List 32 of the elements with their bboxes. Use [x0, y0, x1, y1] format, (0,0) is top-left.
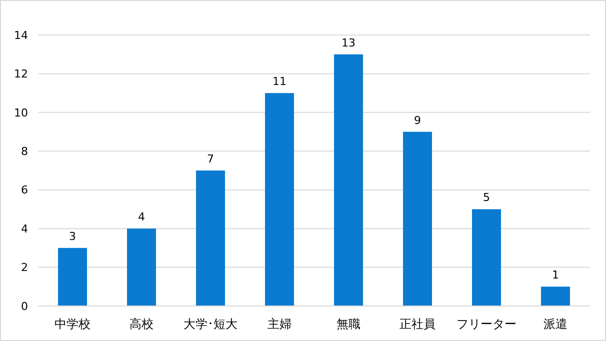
y-tick-label: 8 [21, 144, 28, 158]
x-tick-label: フリーター [456, 317, 516, 331]
bar [196, 170, 225, 306]
data-label: 9 [414, 114, 421, 127]
data-label: 11 [272, 75, 286, 88]
data-label: 1 [552, 268, 559, 282]
x-tick-label: 正社員 [400, 317, 436, 331]
y-tick-label: 14 [14, 28, 28, 42]
bar [265, 93, 294, 306]
bar [334, 54, 363, 306]
x-tick-label: 主婦 [268, 317, 292, 331]
bar [403, 132, 432, 306]
y-tick-label: 0 [21, 300, 28, 313]
bar [127, 228, 156, 306]
x-tick-label: 無職 [336, 317, 360, 331]
bar [472, 209, 501, 306]
y-tick-label: 4 [21, 222, 28, 236]
x-tick-label: 大学･短大 [184, 317, 238, 331]
x-tick-label: 高校 [130, 317, 154, 331]
y-tick-label: 10 [14, 106, 28, 120]
bar [541, 286, 570, 306]
data-label: 3 [69, 230, 76, 243]
bar [58, 248, 87, 306]
x-tick-label: 中学校 [54, 317, 90, 331]
y-tick-label: 6 [21, 184, 28, 197]
y-tick-label: 12 [14, 68, 28, 81]
data-label: 5 [483, 191, 490, 204]
x-tick-label: 派遣 [544, 317, 568, 331]
y-tick-label: 2 [21, 261, 28, 274]
data-label: 7 [207, 152, 214, 166]
data-label: 4 [138, 210, 145, 224]
data-label: 13 [342, 36, 356, 50]
